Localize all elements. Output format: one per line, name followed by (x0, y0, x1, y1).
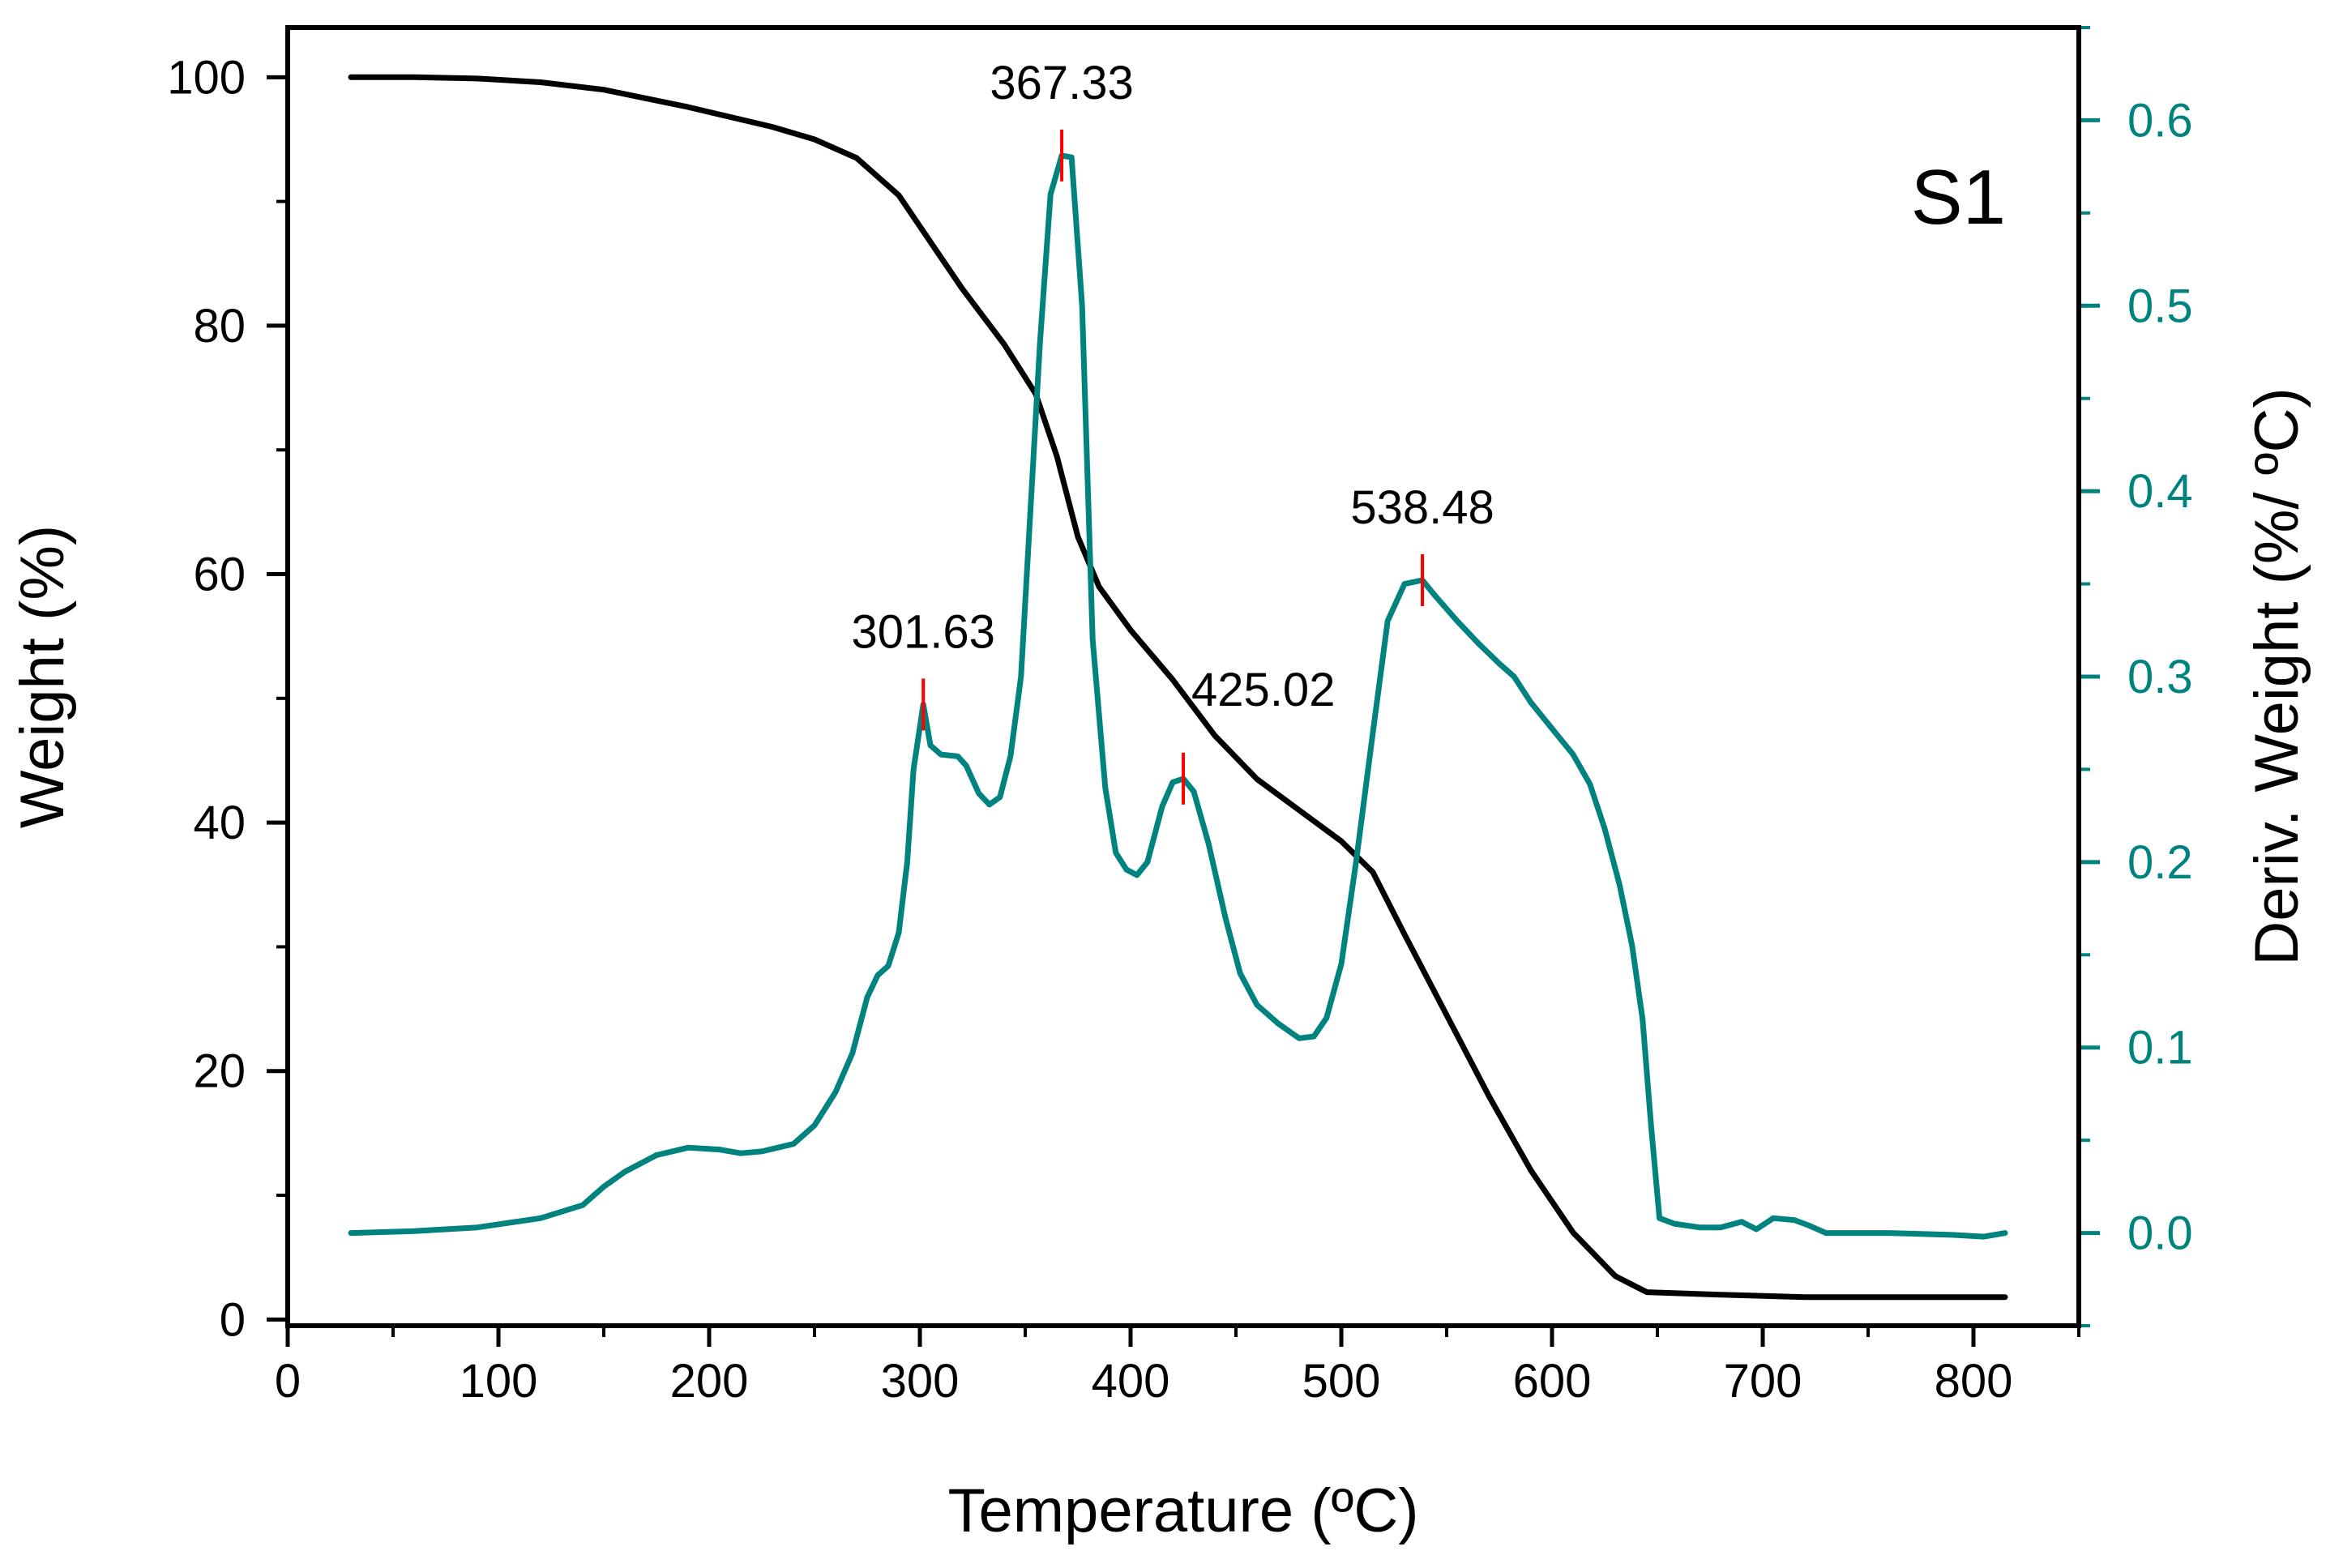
peak-label: 538.48 (1350, 481, 1494, 534)
y-left-tick-label: 0 (220, 1293, 246, 1346)
y-right-axis-title: Deriv. Weight (%/ ºC) (2243, 387, 2311, 965)
x-tick-label: 300 (881, 1355, 960, 1408)
peak-label: 425.02 (1191, 664, 1335, 716)
x-tick-label: 100 (460, 1355, 538, 1408)
y-right-tick-label: 0.3 (2127, 651, 2193, 703)
x-tick-label: 200 (670, 1355, 749, 1408)
peak-label: 367.33 (990, 57, 1133, 109)
y-left-tick-label: 60 (193, 549, 246, 601)
axis-tick-labels: 0 100 200 300 400 500 600 700 800 0 20 40 60 80 100 0.0… (167, 51, 2192, 1408)
y-right-tick-label: 0.1 (2127, 1022, 2193, 1075)
x-tick-label: 400 (1092, 1355, 1170, 1408)
sample-label: S1 (1911, 154, 2006, 241)
y-left-tick-label: 80 (193, 300, 246, 352)
y-right-tick-label: 0.5 (2127, 280, 2193, 332)
deriv-weight-curve (348, 152, 2008, 1240)
y-right-tick-label: 0.0 (2127, 1207, 2193, 1260)
x-tick-label: 600 (1513, 1355, 1592, 1408)
peak-annotations: 301.63 367.33 425.02 538.48 (852, 57, 1494, 805)
axis-ticks (267, 26, 2100, 1347)
y-left-tick-label: 40 (193, 797, 246, 849)
y-left-tick-label: 100 (167, 51, 246, 104)
plot-frame (285, 25, 2081, 1328)
x-tick-label: 0 (275, 1355, 301, 1408)
y-left-axis-title: Weight (%) (8, 525, 77, 828)
y-right-tick-label: 0.4 (2127, 465, 2193, 518)
y-right-tick-label: 0.2 (2127, 836, 2193, 889)
y-right-tick-label: 0.6 (2127, 94, 2193, 147)
x-tick-label: 800 (1935, 1355, 2013, 1408)
weight-curve (348, 74, 2008, 1301)
x-axis-title: Temperature (ºC) (947, 1476, 1418, 1545)
x-tick-label: 700 (1724, 1355, 1802, 1408)
x-tick-label: 500 (1302, 1355, 1381, 1408)
peak-label: 301.63 (852, 605, 995, 658)
y-left-tick-label: 20 (193, 1045, 246, 1098)
